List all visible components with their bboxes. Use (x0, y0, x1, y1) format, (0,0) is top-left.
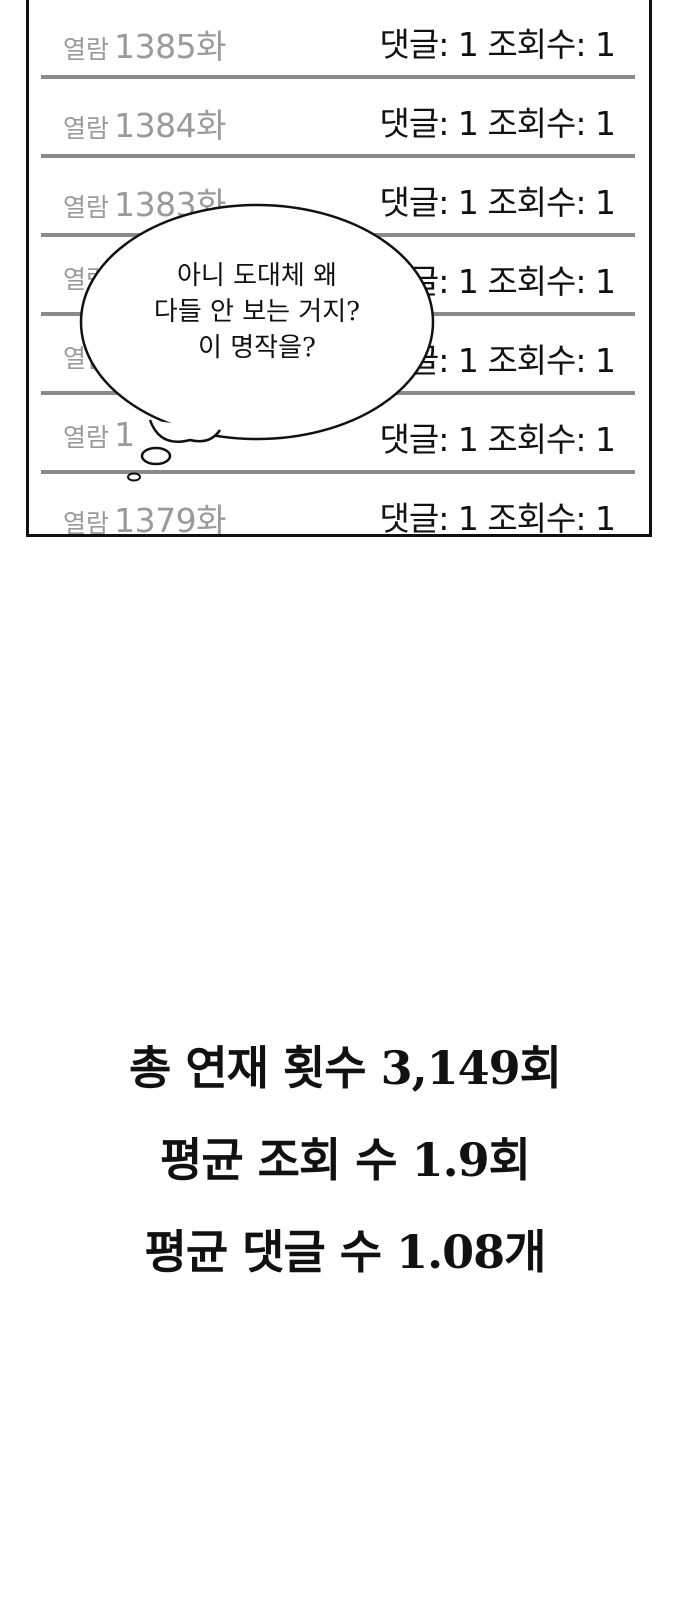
row-divider (41, 75, 635, 79)
row-divider (41, 470, 635, 474)
episode-number: 1385화 (114, 27, 226, 66)
episode-title: 열람 (63, 336, 109, 375)
episode-stats: 댓글: 1 조회수: 1 (379, 341, 616, 380)
episode-number: 1384화 (114, 106, 226, 145)
episode-title: 열람 1379화 (63, 494, 226, 537)
episode-title: 열람 (63, 257, 109, 296)
episode-title: 열람 1384화 (63, 99, 226, 147)
episode-stats: 댓글: 1 조회수: 1 (379, 262, 616, 301)
episode-stats: 댓글: 1 조회수: 1 (379, 499, 616, 537)
read-label: 열람 (63, 509, 110, 537)
episode-row[interactable]: 열람 1384화 댓글: 1 조회수: 1 (41, 75, 635, 155)
bubble-line: 다들 안 보는 거지? (153, 297, 361, 327)
row-divider (41, 391, 635, 395)
row-divider (41, 233, 635, 237)
episode-row[interactable]: 열람 1379화 댓글: 1 조회수: 1 (41, 470, 635, 537)
episode-stats: 댓글: 1 조회수: 1 (379, 25, 616, 64)
episode-stats: 댓글: 1 조회수: 1 (379, 183, 616, 222)
read-label: 열람 (63, 423, 110, 452)
stats-summary: 총 연재 횟수 3,149회 평균 조회 수 1.9회 평균 댓글 수 1.08… (0, 1022, 690, 1298)
total-episodes-text: 총 연재 횟수 3,149회 (128, 1041, 562, 1095)
episode-row[interactable]: 열람 1385화 댓글: 1 조회수: 1 (41, 0, 635, 76)
average-views-text: 평균 조회 수 1.9회 (160, 1133, 531, 1187)
read-label: 열람 (63, 265, 110, 294)
episode-list-panel: 열람 1385화 댓글: 1 조회수: 1 열람 1384화 댓글: 1 조회수… (26, 0, 652, 537)
average-comments-text: 평균 댓글 수 1.08개 (144, 1225, 547, 1279)
episode-number: 1383화 (114, 185, 226, 224)
episode-title: 열람 1 (63, 415, 135, 454)
read-label: 열람 (63, 344, 110, 373)
read-label: 열람 (63, 114, 110, 143)
episode-stats: 댓글: 1 조회수: 1 (379, 104, 616, 143)
episode-row[interactable]: 열람 1383화 댓글: 1 조회수: 1 (41, 154, 635, 234)
bubble-line: 이 명작을? (198, 333, 316, 363)
read-label: 열람 (63, 35, 110, 64)
episode-number: 1379화 (114, 501, 226, 537)
bubble-line: 아니 도대체 왜 (176, 261, 338, 291)
episode-number: 1 (114, 415, 135, 454)
episode-title: 열람 1383화 (63, 178, 226, 226)
thought-bubble-text: 아니 도대체 왜 다들 안 보는 거지? 이 명작을? (112, 258, 402, 366)
episode-row[interactable]: 열람 1 댓글: 1 조회수: 1 (41, 391, 635, 471)
read-label: 열람 (63, 193, 110, 222)
episode-stats: 댓글: 1 조회수: 1 (379, 420, 616, 459)
episode-title: 열람 1385화 (63, 20, 226, 68)
row-divider (41, 154, 635, 158)
